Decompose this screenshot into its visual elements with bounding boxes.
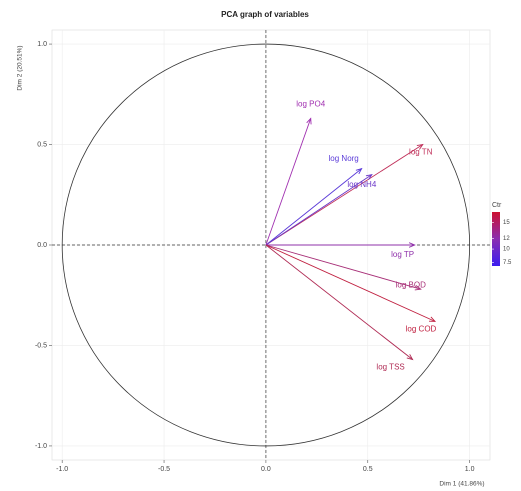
x-tick-label: 0.0 (261, 466, 271, 473)
arrow (265, 244, 413, 360)
y-tick-label: 0.5 (37, 141, 47, 148)
y-tick-label: -1.0 (35, 443, 47, 450)
colorbar (492, 212, 500, 266)
colorbar-tick-label: 12 (503, 236, 510, 242)
colorbar-tick-label: 15 (503, 220, 510, 226)
x-axis-label: Dim 1 (41.86%) (439, 481, 484, 488)
x-tick-label: 0.5 (363, 466, 373, 473)
x-tick-label: 1.0 (465, 466, 475, 473)
arrow-head (355, 167, 363, 175)
colorbar-title: Ctr (492, 202, 502, 209)
arrow (265, 244, 436, 322)
arrow-head (416, 143, 424, 150)
chart-title: PCA graph of variables (221, 10, 309, 19)
arrow (265, 118, 312, 246)
arrow (265, 168, 362, 246)
y-tick-label: 1.0 (37, 41, 47, 48)
arrow-head (408, 242, 416, 248)
arrow (265, 174, 373, 246)
variable-label: log NH4 (347, 180, 376, 189)
colorbar-tick-label: 7.5 (503, 260, 512, 266)
y-axis-label: Dim 2 (20.51%) (17, 45, 24, 90)
variable-label: log BOD (396, 280, 426, 289)
colorbar-tick-label: 10 (503, 247, 510, 253)
y-tick-label: 0.0 (37, 242, 47, 249)
variable-label: log TP (391, 250, 414, 259)
x-tick-label: -1.0 (56, 466, 68, 473)
variable-label: log Norg (329, 154, 359, 163)
variable-label: log PO4 (296, 100, 325, 109)
arrow (265, 144, 424, 246)
variable-label: log TSS (376, 363, 404, 372)
arrow-head (365, 174, 373, 180)
arrow-head (414, 285, 422, 291)
arrow-head (406, 354, 414, 361)
variable-label: log TN (409, 148, 433, 157)
arrow-head (428, 316, 437, 322)
y-tick-label: -0.5 (35, 342, 47, 349)
arrow-head (306, 117, 312, 125)
x-tick-label: -0.5 (158, 466, 170, 473)
arrow (265, 244, 421, 290)
variable-label: log COD (406, 324, 437, 333)
